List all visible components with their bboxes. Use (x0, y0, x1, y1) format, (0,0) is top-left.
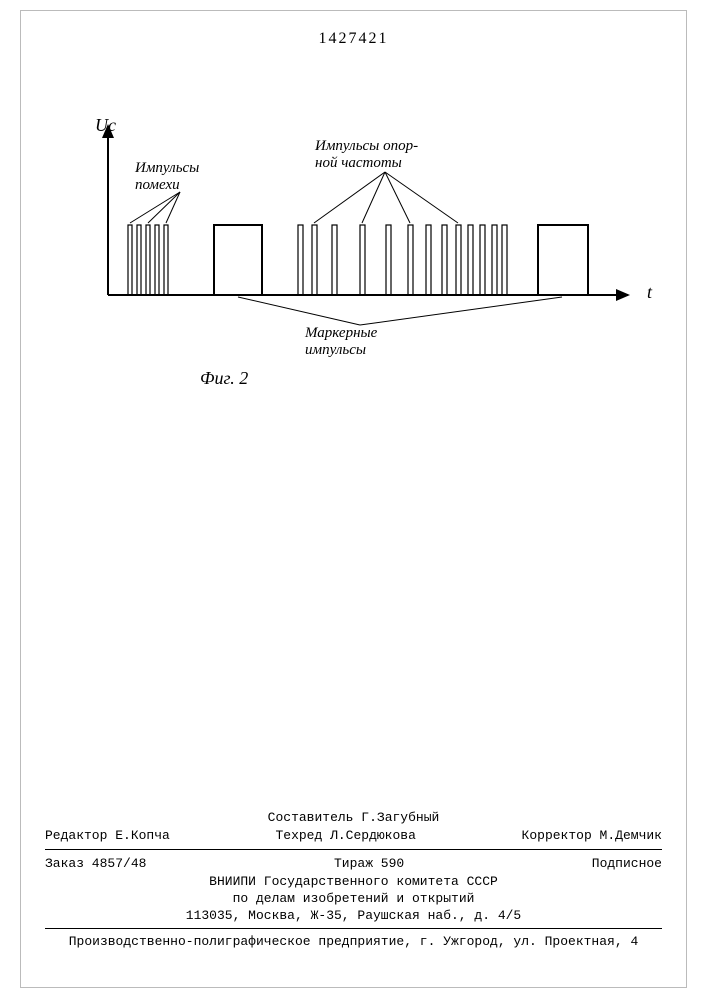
footer-subscribe: Подписное (592, 856, 662, 871)
page-number: 1427421 (0, 30, 707, 48)
footer-org2: по делам изобретений и открытий (45, 890, 662, 907)
footer-corrector: Корректор М.Демчик (522, 828, 662, 843)
footer-rule-1 (45, 849, 662, 850)
footer-techred: Техред Л.Сердюкова (275, 828, 415, 843)
footer-block: Составитель Г.Загубный Редактор Е.Копча … (45, 809, 662, 950)
footer-row-1: Редактор Е.Копча Техред Л.Сердюкова Корр… (45, 826, 662, 845)
x-axis-label: t (647, 282, 652, 303)
footer-org1: ВНИИПИ Государственного комитета СССР (45, 873, 662, 890)
annotation-marker: Маркерныеимпульсы (305, 325, 377, 360)
footer-tirazh: Тираж 590 (334, 856, 404, 871)
figure-label: Фиг. 2 (200, 368, 248, 389)
footer-address: 113035, Москва, Ж-35, Раушская наб., д. … (45, 907, 662, 924)
footer-editor: Редактор Е.Копча (45, 828, 170, 843)
footer-rule-2 (45, 928, 662, 929)
annotation-ref: Импульсы опор-ной частоты (315, 138, 418, 173)
annotation-noise: Импульсыпомехи (135, 160, 199, 195)
footer-order: Заказ 4857/48 (45, 856, 146, 871)
pulse-chart: Uc t Импульсыпомехи Импульсы опор-ной ча… (80, 120, 640, 400)
footer-row-2: Заказ 4857/48 Тираж 590 Подписное (45, 854, 662, 873)
y-axis-label: Uc (95, 115, 116, 136)
footer-printer: Производственно-полиграфическое предприя… (45, 933, 662, 950)
footer-compiler: Составитель Г.Загубный (45, 809, 662, 826)
